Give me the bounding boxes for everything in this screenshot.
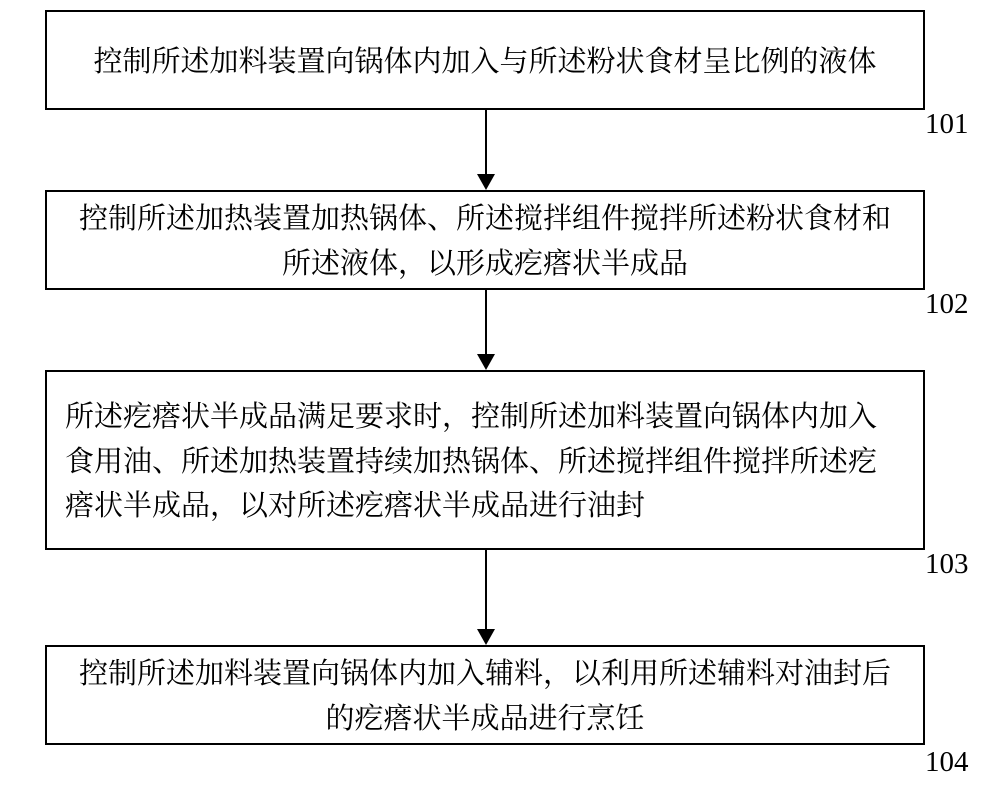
flow-node-label-104: 104: [925, 746, 969, 779]
flow-node-label-103: 103: [925, 548, 969, 581]
arrow-line: [485, 550, 487, 629]
flow-node-label-102: 102: [925, 288, 969, 321]
arrow-head-icon: [477, 174, 495, 190]
flow-node-103: 所述疙瘩状半成品满足要求时，控制所述加料装置向锅体内加入食用油、所述加热装置持续…: [45, 370, 925, 550]
arrow-line: [485, 290, 487, 354]
flow-node-102: 控制所述加热装置加热锅体、所述搅拌组件搅拌所述粉状食材和所述液体，以形成疙瘩状半…: [45, 190, 925, 290]
arrow-head-icon: [477, 629, 495, 645]
flow-node-101: 控制所述加料装置向锅体内加入与所述粉状食材呈比例的液体: [45, 10, 925, 110]
flow-node-text: 控制所述加热装置加热锅体、所述搅拌组件搅拌所述粉状食材和所述液体，以形成疙瘩状半…: [65, 195, 905, 285]
flow-node-text: 控制所述加料装置向锅体内加入辅料，以利用所述辅料对油封后的疙瘩状半成品进行烹饪: [65, 650, 905, 740]
flow-node-text: 所述疙瘩状半成品满足要求时，控制所述加料装置向锅体内加入食用油、所述加热装置持续…: [65, 393, 905, 528]
flow-node-text: 控制所述加料装置向锅体内加入与所述粉状食材呈比例的液体: [93, 38, 876, 83]
arrow-line: [485, 110, 487, 174]
flow-node-label-101: 101: [925, 108, 969, 141]
arrow-head-icon: [477, 354, 495, 370]
flow-node-104: 控制所述加料装置向锅体内加入辅料，以利用所述辅料对油封后的疙瘩状半成品进行烹饪: [45, 645, 925, 745]
flowchart-canvas: 控制所述加料装置向锅体内加入与所述粉状食材呈比例的液体 101 控制所述加热装置…: [0, 0, 1000, 810]
